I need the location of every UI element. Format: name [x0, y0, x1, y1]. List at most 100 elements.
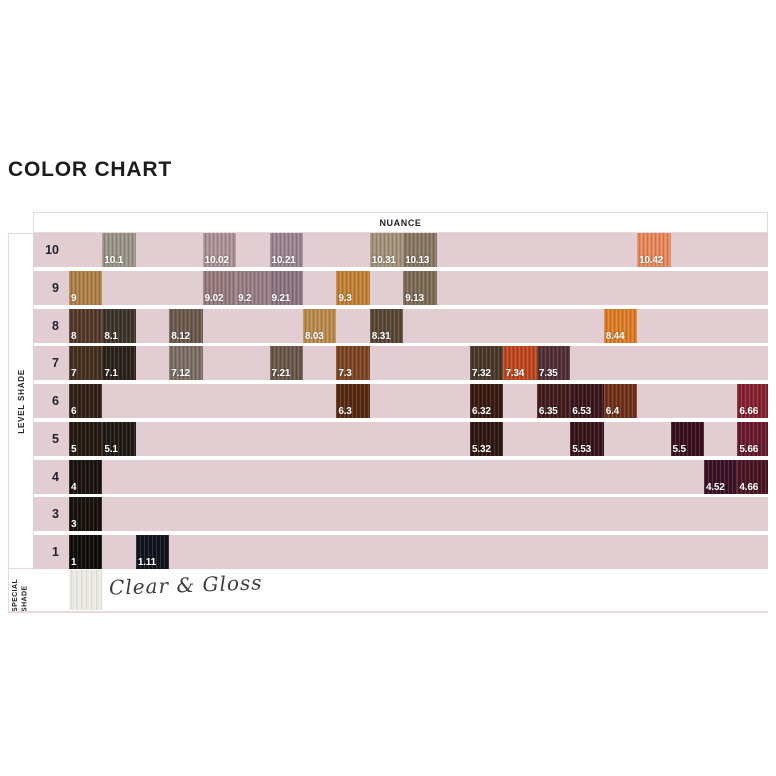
swatch-10.42: 10.42 [637, 233, 671, 267]
shade-row-8: 8 8 8.1 8.12 8.03 8.31 8.44 [33, 309, 768, 343]
swatch-10.13: 10.13 [403, 233, 437, 267]
shade-row-4: 4 4 4.52 4.66 [33, 460, 768, 494]
swatch-6.4: 6.4 [603, 384, 638, 418]
swatch-code: 7.3 [338, 368, 352, 379]
swatch-8.44: 8.44 [603, 309, 638, 343]
swatch-code: 7.21 [271, 368, 291, 379]
swatch-5.53: 5.53 [570, 422, 604, 456]
swatch-9.02: 9.02 [202, 271, 237, 305]
swatch-code: 10.42 [639, 255, 664, 266]
swatch-5.32: 5.32 [470, 422, 504, 456]
swatch-code: 10.13 [405, 255, 430, 266]
swatch-code: 8 [71, 331, 77, 342]
swatch-6.53: 6.53 [570, 384, 604, 418]
swatch-7.21: 7.21 [269, 346, 303, 380]
level-number: 10 [45, 243, 59, 257]
swatch-4: 4 [69, 460, 103, 494]
swatch-7.3: 7.3 [336, 346, 370, 380]
swatch-code: 10.1 [104, 255, 124, 266]
swatch-code: 7.35 [538, 368, 558, 379]
swatch-7.12: 7.12 [169, 346, 203, 380]
swatch-code: 4.52 [705, 482, 725, 493]
level-number: 9 [52, 281, 59, 295]
level-shade-section: LEVEL SHADE [9, 234, 33, 568]
swatch-code: 6.32 [472, 406, 491, 417]
swatch-code: 8.03 [304, 331, 324, 342]
swatch-1: 1 [69, 535, 103, 569]
swatch-9.21: 9.21 [269, 271, 303, 305]
clear-gloss-note: Clear & Gloss [108, 570, 263, 600]
swatch-code: 6 [71, 406, 77, 417]
swatch-code: 9.13 [405, 293, 424, 304]
swatch-code: 8.1 [104, 331, 118, 342]
swatch-code: 6.35 [538, 406, 558, 417]
swatch-6.3: 6.3 [336, 384, 370, 418]
level-number: 1 [52, 545, 59, 559]
nuance-header: NUANCE [33, 212, 768, 233]
swatch-code: 5.53 [572, 444, 591, 455]
swatch-4.52: 4.52 [703, 460, 738, 494]
swatch-code: 1 [71, 557, 77, 568]
swatch-10.1: 10.1 [102, 233, 136, 267]
swatch-8.03: 8.03 [302, 309, 337, 343]
swatch-8.31: 8.31 [369, 309, 404, 343]
swatch-7: 7 [69, 346, 103, 380]
swatch-code: 4.66 [739, 482, 759, 493]
swatch-code: 9 [71, 293, 77, 304]
swatch-10.21: 10.21 [269, 233, 303, 267]
swatch-code: 6.3 [338, 406, 352, 417]
level-number: 7 [52, 356, 59, 370]
swatch-code: 6.4 [605, 406, 620, 417]
shade-row-9: 9 9 9.02 9.2 9.21 9.3 9.13 [33, 271, 768, 305]
swatch-code: 10.31 [371, 255, 396, 266]
swatch-code: 7.34 [505, 368, 525, 379]
level-shade-label: LEVEL SHADE [16, 368, 26, 434]
swatch-code: 8.44 [605, 331, 625, 342]
swatch-code: 9.02 [204, 293, 224, 304]
swatch-code: 9.3 [338, 293, 352, 304]
swatch-7.1: 7.1 [102, 346, 136, 380]
swatch-5: 5 [69, 422, 103, 456]
swatch-7.34: 7.34 [503, 346, 537, 380]
swatch-8: 8 [69, 309, 103, 343]
swatch-code: 3 [71, 519, 77, 530]
swatch-code: 5.5 [672, 444, 687, 455]
clear-gloss-swatch [69, 570, 102, 610]
swatch-5.66: 5.66 [737, 422, 768, 456]
swatch-6.32: 6.32 [470, 384, 504, 418]
swatch-code: 1.11 [137, 557, 156, 568]
swatch-code: 7.1 [104, 368, 118, 379]
swatch-5.1: 5.1 [102, 422, 136, 456]
shade-sidebar: LEVEL SHADE SPECIAL SHADE [8, 233, 34, 612]
swatch-code: 9.2 [238, 293, 252, 304]
swatch-10.02: 10.02 [202, 233, 237, 267]
swatch-1.11: 1.11 [135, 535, 170, 569]
swatch-7.35: 7.35 [536, 346, 571, 380]
swatch-4.66: 4.66 [737, 460, 768, 494]
page-title: COLOR CHART [8, 158, 172, 181]
swatch-10.31: 10.31 [369, 233, 404, 267]
swatch-code: 6.53 [572, 406, 591, 417]
swatch-9: 9 [69, 271, 103, 305]
swatch-9.13: 9.13 [403, 271, 437, 305]
swatch-code: 10.21 [271, 255, 296, 266]
swatch-code: 9.21 [271, 293, 291, 304]
shade-row-6: 6 6 6.3 6.32 6.35 6.53 6.4 6.66 [33, 384, 768, 418]
swatch-code: 7.32 [472, 368, 491, 379]
swatch-code: 8.12 [171, 331, 190, 342]
swatch-9.2: 9.2 [236, 271, 270, 305]
level-number: 8 [52, 319, 59, 333]
swatch-code: 10.02 [204, 255, 229, 266]
swatch-code: 7.12 [171, 368, 190, 379]
special-shade-row: Clear & Gloss [33, 570, 768, 611]
shade-row-1: 1 1 1.11 [33, 535, 768, 569]
swatch-3: 3 [69, 497, 103, 531]
swatch-9.3: 9.3 [336, 271, 370, 305]
special-shade-section: SPECIAL SHADE [9, 568, 33, 612]
swatch-code: 6.66 [739, 406, 759, 417]
table-bottom-border [8, 611, 768, 613]
swatch-code: 5.1 [104, 444, 118, 455]
swatch-code: 7 [71, 368, 77, 379]
